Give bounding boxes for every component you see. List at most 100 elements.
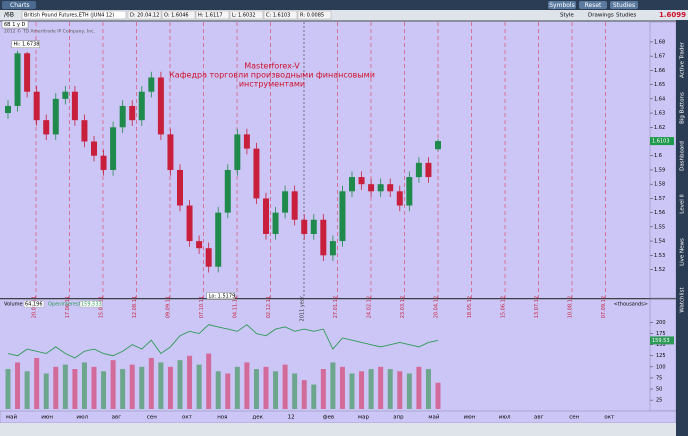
volume-bar [206,353,212,409]
side-tab[interactable]: Active Trader [680,41,686,78]
candle-body [282,191,289,213]
volume-bar [129,364,135,409]
symbol-bar [0,10,688,20]
ohlc-box [161,10,196,20]
candle-body [243,134,250,149]
volume-bar [15,362,21,409]
date-label: 15.06.12 [501,296,507,318]
candle-body [358,177,365,185]
hi-label: Hi: 1.6738 [14,42,40,48]
ui-layer: Symbols Reset Studies 1.6099/6B British Poun… [1,1,686,313]
ohlc-field: R: 0.0085 [300,13,324,19]
volume-bar [273,371,279,409]
volume-bar [148,357,154,409]
candle-body [425,162,432,178]
volume-value: 64,196 [25,302,43,308]
month-label: фев [323,415,334,421]
month-label: дек [252,415,263,421]
copyright: 2012 © TD Ameritrade IP Company, Inc. [4,28,95,35]
y-tick-label: 1.57 [654,196,665,202]
volume-tick-label: 125 [656,353,666,359]
side-tab[interactable]: Big Buttons [680,92,686,124]
y-tick-label: 1.56 [654,210,665,216]
volume-bar [177,360,183,409]
top-button-label: Reset [585,2,602,9]
oi-value: 159,533 [81,302,102,308]
chart-layer: 1.521.531.541.551.561.571.581.591.61.611… [0,22,676,421]
volume-bar [101,371,107,409]
volume-unit: <thousands> [614,302,648,308]
date-label: 02.12.11 [266,296,272,318]
last-price-box [650,137,674,146]
candle-body [387,184,394,192]
ohlc-field: C: 1.6103 [266,13,290,19]
side-tab[interactable]: Level II [680,194,686,214]
candle-body [157,77,164,135]
lo-label: Lo: 1.5179 [209,294,236,300]
top-button-label: Symbols [549,2,574,9]
top-button-label: Studies [613,2,635,9]
period-box[interactable] [1,20,29,29]
side-tab[interactable]: Live News [680,238,686,266]
volume-bar [5,369,11,409]
volume-tick-label: 200 [656,320,666,326]
date-label: 13.07.12 [534,296,540,318]
top-button[interactable] [610,1,638,9]
candle-body [167,134,174,170]
top-price: 1.6099 [659,11,686,19]
annotation: инструментами [239,80,305,89]
candle-body [291,191,298,220]
candle-body [329,241,336,256]
candle-body [310,219,317,234]
volume-bar [72,369,78,409]
volume-bar [81,362,87,409]
volume-bar [339,366,345,409]
volume-bar [253,369,259,409]
y-tick-label: 1.68 [654,39,665,45]
side-tab[interactable]: Watchlist [680,287,686,313]
charts-tab[interactable] [2,1,36,9]
separator [0,20,676,22]
candle-body [14,53,21,106]
candle-body [119,105,126,128]
candle-body [368,184,375,192]
candle-body [52,98,59,135]
tool-button[interactable]: Style [560,13,574,19]
month-label: мар [358,415,370,421]
scrollbar[interactable] [0,423,676,436]
month-label: окт [182,415,193,421]
top-button[interactable] [548,1,576,9]
description: British Pound Futures,ETH (JUN4 12) [24,13,114,19]
tool-button[interactable]: Studies [616,13,637,19]
description-box[interactable] [21,10,127,20]
volume-bar [435,382,441,409]
volume-bar [378,366,384,409]
candle-body [349,177,355,192]
side-tab[interactable]: Dashboard [680,141,686,171]
candle-body [43,120,50,135]
y-tick-label: 1.66 [654,68,665,74]
y-tick-label: 1.59 [654,167,665,173]
top-button[interactable] [579,1,607,9]
month-label: окт [604,415,615,421]
volume-bar [244,362,250,409]
month-label: апр [393,415,404,421]
candle-body [24,53,31,92]
volume-bar [196,364,202,409]
tool-button[interactable]: Drawings [588,13,614,19]
volume-tick-label: 50 [656,387,662,393]
candle-body [138,91,145,121]
top-bar [0,0,688,10]
candle-body [263,198,269,234]
month-label: 12 [288,415,295,421]
month-label: ноя [217,415,227,421]
volume-value-box [23,300,45,308]
y-tick-label: 1.58 [654,182,665,188]
year-label: 2011 year [300,295,306,321]
candle-body [301,219,308,234]
candle-body [196,241,203,249]
volume-tick-label: 150 [656,342,666,348]
y-tick-label: 1.54 [654,239,665,245]
